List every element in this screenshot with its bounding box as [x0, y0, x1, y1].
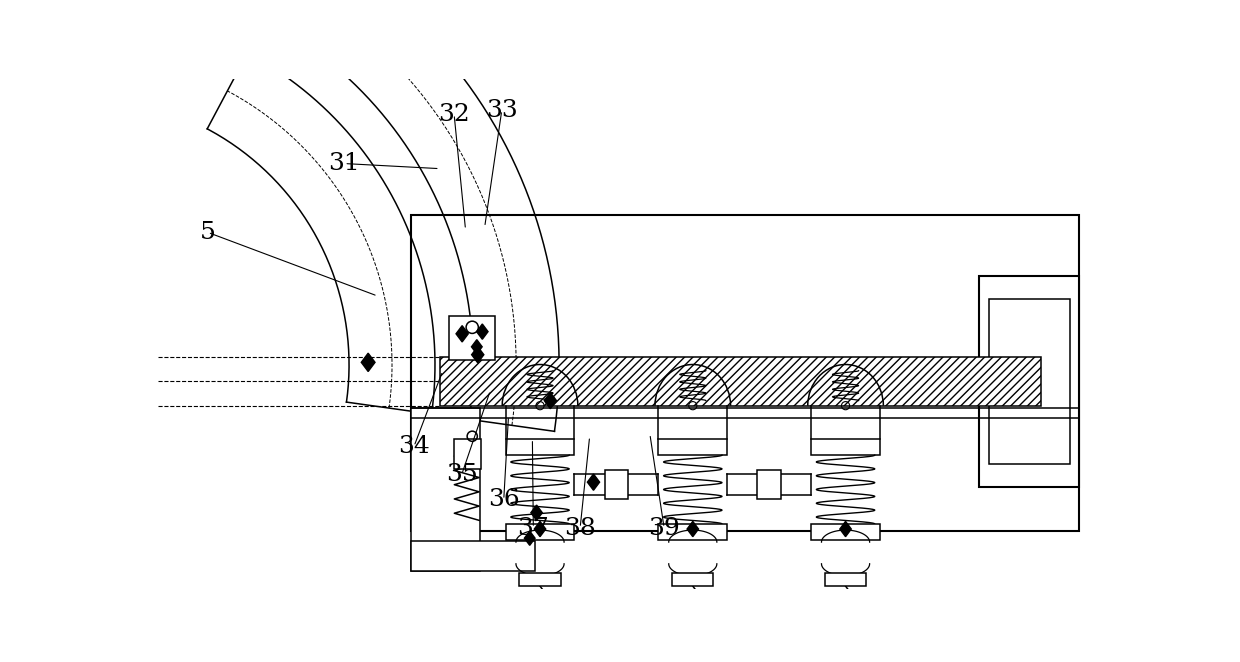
- Bar: [825, 573, 867, 586]
- Bar: [758, 471, 781, 499]
- Bar: [988, 299, 1070, 464]
- Bar: [506, 524, 574, 540]
- Polygon shape: [471, 340, 482, 354]
- Polygon shape: [525, 531, 536, 545]
- Bar: [412, 214, 1080, 530]
- Bar: [454, 439, 481, 469]
- Polygon shape: [588, 474, 600, 491]
- Bar: [449, 316, 495, 360]
- Bar: [412, 408, 480, 571]
- Text: 39: 39: [649, 516, 680, 540]
- Bar: [811, 524, 880, 540]
- Bar: [980, 275, 1080, 487]
- Text: 38: 38: [564, 516, 596, 540]
- Bar: [605, 471, 629, 499]
- Text: 37: 37: [517, 516, 549, 540]
- Bar: [672, 573, 713, 586]
- Polygon shape: [687, 522, 698, 537]
- Polygon shape: [476, 324, 489, 340]
- Text: 35: 35: [446, 463, 477, 486]
- Text: 5: 5: [200, 221, 216, 244]
- Bar: [506, 439, 574, 455]
- Polygon shape: [534, 522, 546, 537]
- Bar: [658, 524, 727, 540]
- Polygon shape: [471, 346, 484, 363]
- Polygon shape: [456, 326, 469, 342]
- Polygon shape: [361, 353, 374, 371]
- Bar: [440, 357, 1042, 406]
- Bar: [412, 541, 534, 571]
- Text: 36: 36: [487, 489, 520, 512]
- Text: 34: 34: [398, 435, 430, 458]
- Polygon shape: [544, 393, 557, 408]
- Bar: [658, 439, 727, 455]
- Bar: [520, 573, 560, 586]
- Polygon shape: [839, 522, 852, 537]
- Text: 32: 32: [438, 103, 470, 126]
- Bar: [811, 439, 880, 455]
- Polygon shape: [531, 505, 542, 520]
- Text: 33: 33: [486, 99, 518, 122]
- Text: 31: 31: [329, 152, 360, 175]
